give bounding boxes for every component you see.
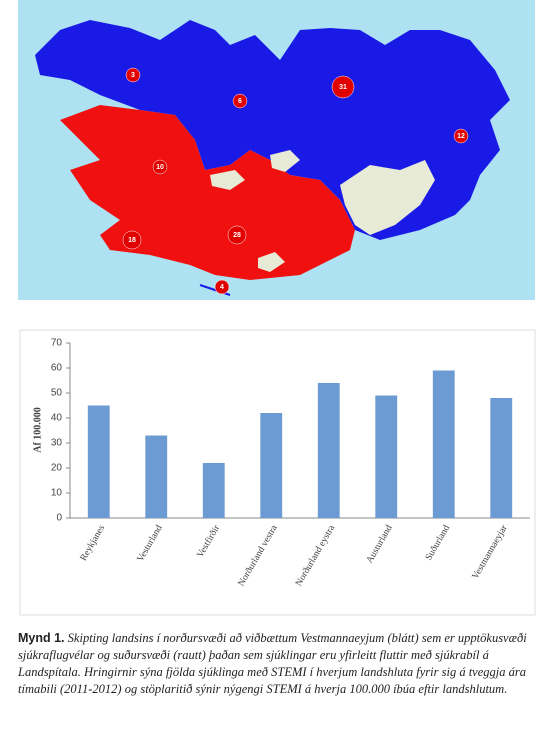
map-circle [331, 75, 355, 99]
bar [317, 383, 340, 518]
figure: Af 100.000 3631121018284010203040506070R… [18, 0, 536, 616]
map-circle [214, 279, 230, 295]
bar [260, 413, 283, 518]
y-tick-label: 70 [51, 338, 63, 349]
map-circle [227, 225, 247, 245]
map-circle [152, 159, 168, 175]
bar [375, 395, 398, 518]
x-tick-label: Vesturland [136, 523, 165, 563]
map-label: 28 [233, 232, 241, 239]
caption-text: Skipting landsins í norðursvæði að viðbæ… [18, 631, 527, 696]
x-tick-label: Austurland [365, 523, 395, 565]
glacier [340, 160, 435, 235]
caption: Mynd 1. Skipting landsins í norðursvæði … [18, 630, 533, 698]
x-tick-label: Suðurland [423, 523, 452, 563]
x-tick-label: Vestfirðir [195, 522, 223, 559]
map-circle [232, 93, 248, 109]
y-tick-label: 10 [51, 488, 63, 499]
map-circle [122, 230, 142, 250]
map-label: 4 [220, 284, 224, 291]
map-label: 18 [128, 237, 136, 244]
chart-frame [19, 329, 536, 616]
y-tick-label: 50 [51, 388, 63, 399]
map-circle [453, 128, 469, 144]
y-tick-label: 30 [51, 438, 63, 449]
x-tick-label: Norðurland eystra [293, 522, 337, 588]
x-tick-label: Norðurland vestra [236, 522, 280, 588]
bar [432, 370, 455, 518]
y-tick-label: 0 [56, 513, 62, 524]
y-axis-label: Af 100.000 [32, 407, 43, 453]
caption-label: Mynd 1. [18, 631, 65, 645]
map-label: 3 [131, 72, 135, 79]
map-circle [125, 67, 141, 83]
bar [87, 405, 110, 518]
y-tick-label: 60 [51, 363, 63, 374]
bar [145, 435, 168, 518]
bar [490, 398, 513, 518]
glacier [258, 252, 285, 272]
glacier [270, 150, 300, 172]
glacier [210, 170, 245, 190]
bar [202, 463, 225, 518]
y-tick-label: 40 [51, 413, 63, 424]
map-label: 6 [238, 98, 242, 105]
x-tick-label: Reykjanes [79, 523, 108, 563]
y-tick-label: 20 [51, 463, 63, 474]
map-label: 31 [339, 84, 347, 91]
map-label: 12 [457, 133, 465, 140]
x-tick-label: Vestmannaeyjar [471, 523, 510, 581]
map-label: 10 [156, 164, 164, 171]
